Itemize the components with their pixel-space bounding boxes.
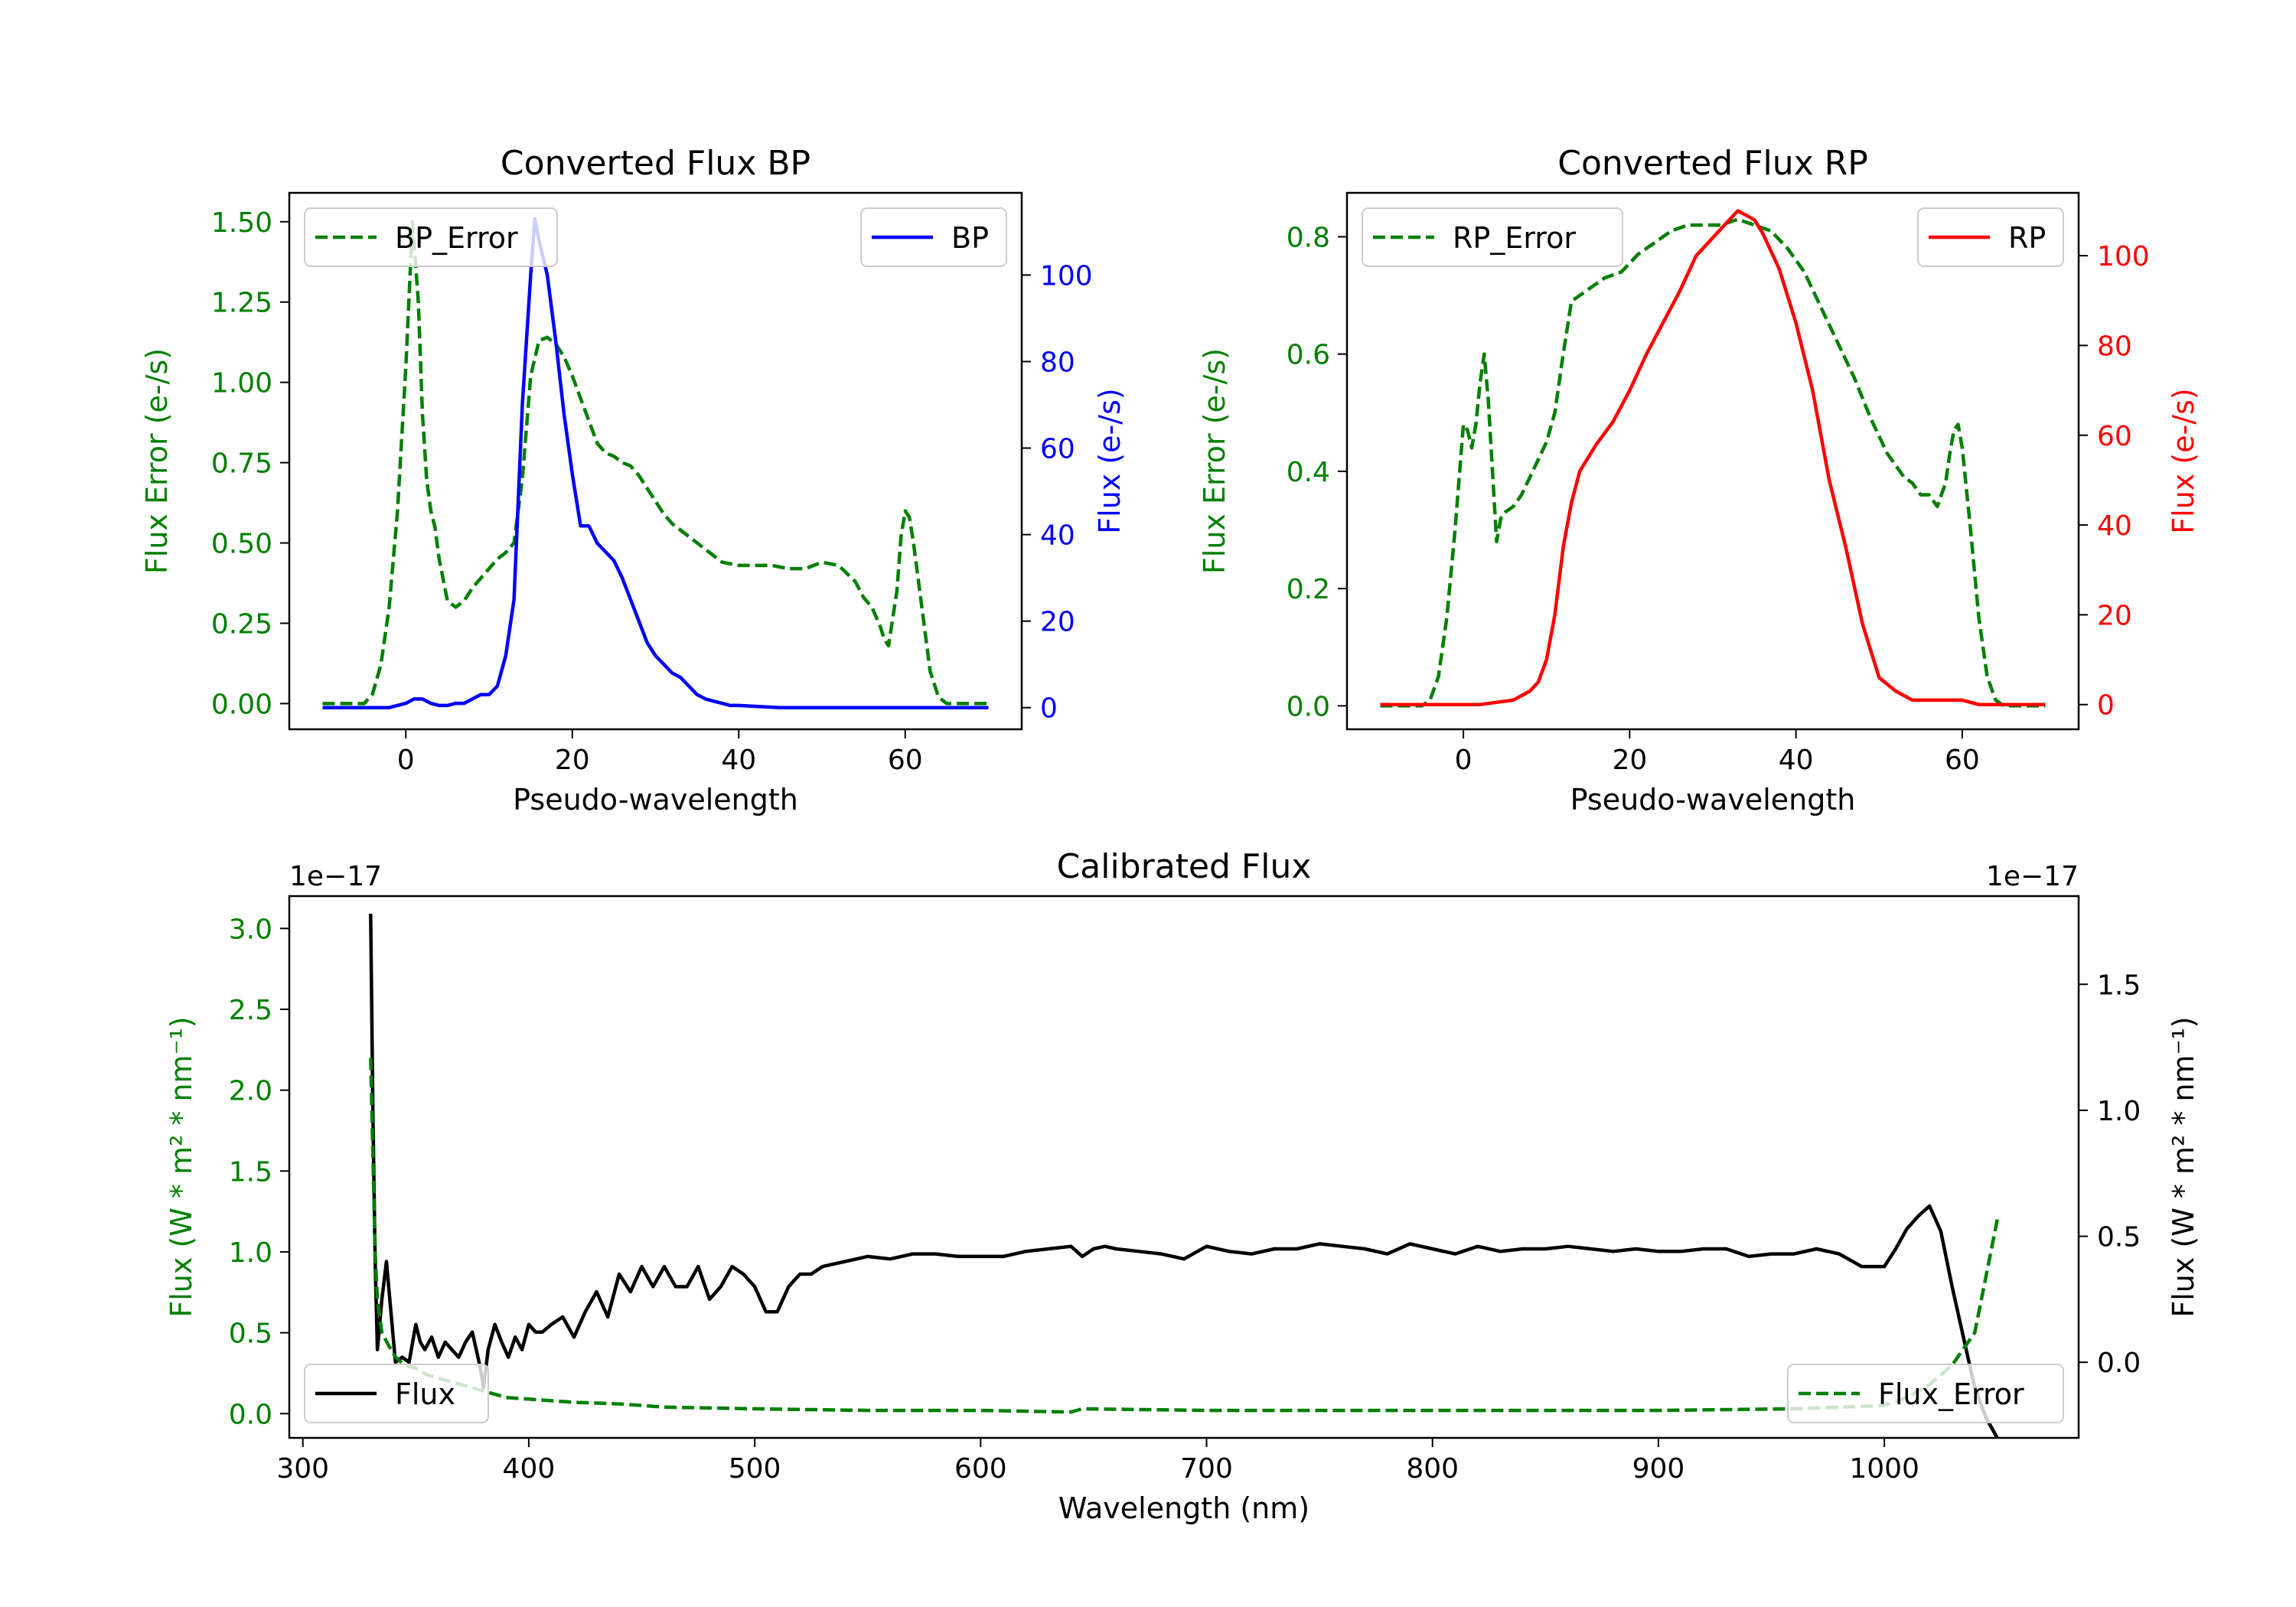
x-tick-label: 500 <box>729 1453 781 1485</box>
offset-text-right: 1e−17 <box>1986 861 2079 892</box>
y-right-tick-label: 40 <box>2097 510 2132 542</box>
y-left-tick-label: 1.00 <box>211 368 272 399</box>
x-tick-label: 40 <box>1779 745 1814 776</box>
x-tick-label: 700 <box>1180 1453 1233 1485</box>
y-right-tick-label: 0 <box>2097 690 2115 722</box>
x-axis-label: Pseudo-wavelength <box>513 783 798 817</box>
subplot-3: 300 400 500 600 700 800 900 1000 0.0 0.5 1.0 1.5 2.0… <box>165 847 2200 1525</box>
legend-frame <box>860 207 1007 267</box>
series-line-rp-error <box>1380 217 2046 708</box>
y-right-tick-label: 1.0 <box>2097 1096 2141 1127</box>
y-left-tick-label: 0.0 <box>1287 691 1330 722</box>
y-right-tick-label: 60 <box>1040 434 1075 465</box>
y-left-tick-label: 0.0 <box>229 1399 272 1430</box>
y-right-tick-label: 20 <box>2097 600 2132 631</box>
y-left-tick-label: 1.50 <box>211 207 272 239</box>
x-tick-label: 400 <box>503 1453 556 1485</box>
y-left-tick-label: 0.00 <box>211 689 272 720</box>
x-tick-label: 60 <box>888 745 923 776</box>
x-tick-label: 0 <box>1455 745 1473 776</box>
chart-title: Calibrated Flux <box>1057 847 1312 886</box>
x-tick-label: 40 <box>721 745 756 776</box>
y-right-tick-label: 100 <box>1040 260 1093 292</box>
series-line-bp-error <box>322 220 989 706</box>
legend-frame <box>304 207 558 267</box>
y-right-axis-label: Flux (e-/s) <box>2167 388 2200 533</box>
y-left-tick-label: 0.75 <box>211 448 272 480</box>
y-left-tick-label: 2.5 <box>229 995 272 1026</box>
y-left-tick-label: 0.4 <box>1287 457 1330 488</box>
series-line-flux <box>369 914 1999 1438</box>
legend-frame <box>1362 207 1623 267</box>
x-axis-label: Pseudo-wavelength <box>1570 783 1856 817</box>
y-left-tick-label: 0.8 <box>1287 222 1330 253</box>
subplot-1: 0 20 40 60 0.00 0.25 0.50 0.75 1.00 1.25 1.50 0 20 40… <box>140 144 1127 817</box>
axes-frame <box>288 895 2080 1439</box>
legend-flux: BP <box>860 207 1007 267</box>
chart-title: Converted Flux RP <box>1557 144 1868 183</box>
y-right-tick-label: 60 <box>2097 421 2132 452</box>
legend-flux: RP <box>1917 207 2064 267</box>
y-right-tick-label: 20 <box>1040 607 1075 638</box>
legend-label: BP <box>951 221 989 255</box>
x-tick-label: 900 <box>1632 1453 1685 1485</box>
offset-text-left: 1e−17 <box>289 861 382 892</box>
x-tick-label: 0 <box>397 745 415 776</box>
y-left-axis-label: Flux (W * m² * nm⁻¹) <box>165 1016 198 1317</box>
axes-frame <box>1345 191 2080 731</box>
legend-label: Flux <box>395 1377 455 1411</box>
legend-label: Flux_Error <box>1878 1377 2024 1411</box>
y-left-tick-label: 1.0 <box>229 1237 272 1269</box>
x-tick-label: 60 <box>1945 745 1980 776</box>
y-right-tick-label: 0.5 <box>2097 1222 2141 1253</box>
y-left-tick-label: 2.0 <box>229 1076 272 1107</box>
legend-label: RP <box>2008 221 2046 255</box>
x-tick-label: 1000 <box>1849 1453 1919 1485</box>
y-left-axis-label: Flux Error (e-/s) <box>1198 348 1231 574</box>
y-right-tick-label: 100 <box>2097 241 2150 272</box>
x-axis-label: Wavelength (nm) <box>1058 1491 1309 1525</box>
axes-frame <box>288 191 1023 731</box>
legend-label: BP_Error <box>395 221 518 255</box>
y-left-tick-label: 0.5 <box>229 1319 272 1350</box>
series-line-bp <box>322 217 989 709</box>
legend-frame <box>1787 1364 2064 1423</box>
x-tick-label: 600 <box>954 1453 1007 1485</box>
y-left-tick-label: 3.0 <box>229 914 272 945</box>
y-left-tick-label: 0.25 <box>211 608 272 640</box>
y-right-axis-label: Flux (W * m² * nm⁻¹) <box>2167 1016 2200 1317</box>
legend-error: BP_Error <box>304 207 558 267</box>
subplot-2: 0 20 40 60 0.0 0.2 0.4 0.6 0.8 0 20 40 60 80 100 Conver… <box>1198 144 2200 817</box>
y-right-tick-label: 1.5 <box>2097 970 2141 1001</box>
y-right-tick-label: 80 <box>2097 331 2132 362</box>
y-left-tick-label: 1.25 <box>211 288 272 319</box>
y-right-tick-label: 0 <box>1040 693 1058 725</box>
legend-label: RP_Error <box>1453 221 1576 255</box>
y-left-tick-label: 0.50 <box>211 529 272 560</box>
y-right-tick-label: 0.0 <box>2097 1348 2141 1379</box>
x-tick-label: 300 <box>276 1453 329 1485</box>
legend-flux: Flux <box>304 1364 489 1423</box>
x-tick-label: 800 <box>1406 1453 1459 1485</box>
series-line-rp <box>1380 209 2046 706</box>
y-left-tick-label: 0.6 <box>1287 340 1330 371</box>
y-left-tick-label: 1.5 <box>229 1156 272 1188</box>
y-right-tick-label: 40 <box>1040 520 1075 552</box>
y-left-tick-label: 0.2 <box>1287 574 1330 605</box>
legend-error: RP_Error <box>1362 207 1623 267</box>
legend-error: Flux_Error <box>1787 1364 2064 1423</box>
legend-frame <box>1917 207 2064 267</box>
y-right-tick-label: 80 <box>1040 347 1075 378</box>
y-left-axis-label: Flux Error (e-/s) <box>140 348 174 574</box>
x-tick-label: 20 <box>1612 745 1647 776</box>
legend-frame <box>304 1364 489 1423</box>
chart-title: Converted Flux BP <box>501 144 810 183</box>
y-right-axis-label: Flux (e-/s) <box>1093 388 1127 533</box>
x-tick-label: 20 <box>555 745 590 776</box>
series-line-flux-error <box>369 1058 1999 1414</box>
